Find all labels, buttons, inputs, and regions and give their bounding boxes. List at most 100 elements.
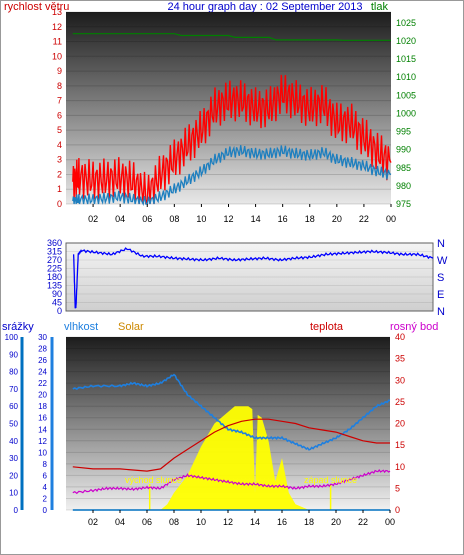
direction-tick-label: 180 [47,272,62,282]
rain-tick-label: 80 [9,368,18,377]
temperature-x-tick-label: 04 [115,517,125,527]
humidity-tick-label: 6 [43,471,48,480]
temperature-x-tick-label: 14 [250,517,260,527]
direction-tick-label: 135 [47,281,62,291]
wind-x-tick-label: 04 [115,214,125,224]
direction-tick-label: 360 [47,238,62,248]
wind-direction-line [72,247,434,309]
pressure-tick-label: 980 [396,181,411,191]
humidity-tick-label: 4 [43,483,48,492]
humidity-tick-label: 24 [38,368,47,377]
direction-plot-bg [65,242,434,312]
wind-x-tick-label: 02 [88,214,98,224]
wind-tick-label: 3 [57,155,62,165]
temperature-x-tick-label: 08 [169,517,179,527]
graph-title: 24 hour graph day : 02 September 2013 [167,1,362,13]
temperature-tick-label: 0 [395,505,400,515]
rain-tick-label: 60 [9,402,18,411]
temperature-x-tick-label: 06 [142,517,152,527]
temperature-tick-label: 20 [395,419,405,429]
wind-tick-label: 9 [57,66,62,76]
wind-avg-line [72,145,392,207]
pressure-tick-label: 1025 [396,18,416,28]
rain-tick-label: 40 [9,437,18,446]
rain-tick-label: 90 [9,350,18,359]
wind-tick-label: 7 [57,96,62,106]
wind-tick-label: 2 [57,169,62,179]
pressure-label: tlak [371,1,389,13]
humidity-axis-label: vlhkost [64,321,98,333]
wind-tick-label: 1 [57,184,62,194]
wind-tick-label: 5 [57,125,62,135]
humidity-tick-label: 10 [38,448,47,457]
wind-x-tick-label: 16 [278,214,288,224]
humidity-tick-label: 28 [38,345,47,354]
compass-label: N [437,238,445,250]
temperature-x-tick-label: 12 [223,517,233,527]
wind-x-tick-label: 08 [169,214,179,224]
pressure-tick-label: 995 [396,127,411,137]
wind-tick-label: 6 [57,110,62,120]
humidity-tick-label: 26 [38,356,47,365]
sunrise-annotation: východ slunce [125,475,182,485]
temperature-x-tick-label: 22 [358,517,368,527]
compass-label: E [437,289,444,301]
humidity-tick-label: 14 [38,425,47,434]
humidity-tick-label: 0 [43,506,48,515]
direction-tick-label: 45 [52,298,62,308]
wind-tick-label: 11 [53,37,62,47]
humidity-tick-label: 16 [38,414,47,423]
temperature-x-tick-label: 18 [304,517,314,527]
direction-tick-label: 270 [47,255,62,265]
wind-x-tick-label: 18 [305,214,315,224]
rain-tick-label: 10 [9,489,18,498]
temperature-line [72,418,390,472]
solar-axis-label: Solar [118,321,144,333]
temperature-tick-label: 15 [395,440,405,450]
wind-x-tick-label: 12 [223,214,233,224]
temperature-tick-label: 35 [395,354,405,364]
direction-tick-label: 225 [47,264,62,274]
compass-label: S [437,272,444,284]
pressure-tick-label: 1020 [396,36,416,46]
temperature-tick-label: 25 [395,397,405,407]
rain-tick-label: 50 [9,420,18,429]
temperature-x-tick-label: 10 [196,517,206,527]
wind-gust-line [72,74,392,205]
pressure-tick-label: 1010 [396,72,416,82]
pressure-tick-label: 985 [396,163,411,173]
dewpoint-axis-label: rosný bod [390,321,438,333]
rain-tick-label: 20 [9,471,18,480]
wind-speed-label: rychlost větru [4,1,69,13]
humidity-tick-label: 22 [38,379,47,388]
rain-tick-label: 30 [9,454,18,463]
temperature-x-tick-label: 00 [385,517,395,527]
temperature-x-tick-label: 20 [331,517,341,527]
pressure-line [72,33,391,41]
humidity-tick-label: 30 [38,333,47,342]
pressure-tick-label: 975 [396,199,411,209]
direction-tick-label: 0 [57,306,62,316]
temperature-x-tick-label: 02 [88,517,98,527]
humidity-tick-label: 18 [38,402,47,411]
rain-tick-label: 70 [9,385,18,394]
pressure-tick-label: 1015 [396,54,416,64]
wind-tick-label: 4 [57,140,62,150]
compass-label: W [437,255,448,267]
wind-tick-label: 13 [52,7,62,17]
temperature-tick-label: 40 [395,332,405,342]
temperature-tick-label: 10 [395,462,405,472]
wind-tick-label: 8 [57,81,62,91]
pressure-tick-label: 990 [396,145,411,155]
direction-tick-label: 315 [47,247,62,257]
wind-tick-label: 12 [52,22,62,32]
wind-x-tick-label: 00 [386,214,396,224]
humidity-tick-label: 2 [43,494,48,503]
wind-x-tick-label: 22 [359,214,369,224]
humidity-tick-label: 20 [38,391,47,400]
temperature-tick-label: 5 [395,483,400,493]
wind-x-tick-label: 06 [142,214,152,224]
